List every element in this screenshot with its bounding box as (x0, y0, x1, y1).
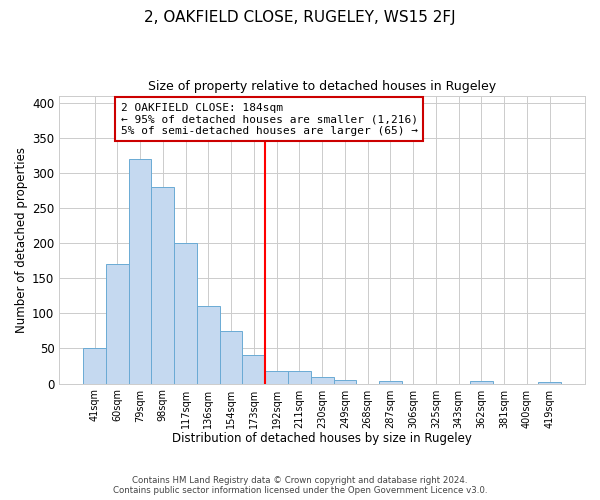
Bar (288, 371, 311, 384)
Bar (334, 380, 356, 384)
Bar (242, 356, 265, 384)
Bar (379, 381, 402, 384)
Bar (83, 348, 106, 384)
Text: 2 OAKFIELD CLOSE: 184sqm
← 95% of detached houses are smaller (1,216)
5% of semi: 2 OAKFIELD CLOSE: 184sqm ← 95% of detach… (121, 102, 418, 136)
Y-axis label: Number of detached properties: Number of detached properties (15, 146, 28, 332)
Bar (128, 159, 151, 384)
Text: 2, OAKFIELD CLOSE, RUGELEY, WS15 2FJ: 2, OAKFIELD CLOSE, RUGELEY, WS15 2FJ (144, 10, 456, 25)
Title: Size of property relative to detached houses in Rugeley: Size of property relative to detached ho… (148, 80, 496, 93)
Bar (470, 381, 493, 384)
Bar (106, 264, 128, 384)
Bar (197, 306, 220, 384)
Bar (151, 187, 174, 384)
Bar (311, 376, 334, 384)
X-axis label: Distribution of detached houses by size in Rugeley: Distribution of detached houses by size … (172, 432, 472, 445)
Bar (220, 331, 242, 384)
Bar (174, 243, 197, 384)
Bar (265, 371, 288, 384)
Bar (538, 382, 561, 384)
Text: Contains HM Land Registry data © Crown copyright and database right 2024.
Contai: Contains HM Land Registry data © Crown c… (113, 476, 487, 495)
